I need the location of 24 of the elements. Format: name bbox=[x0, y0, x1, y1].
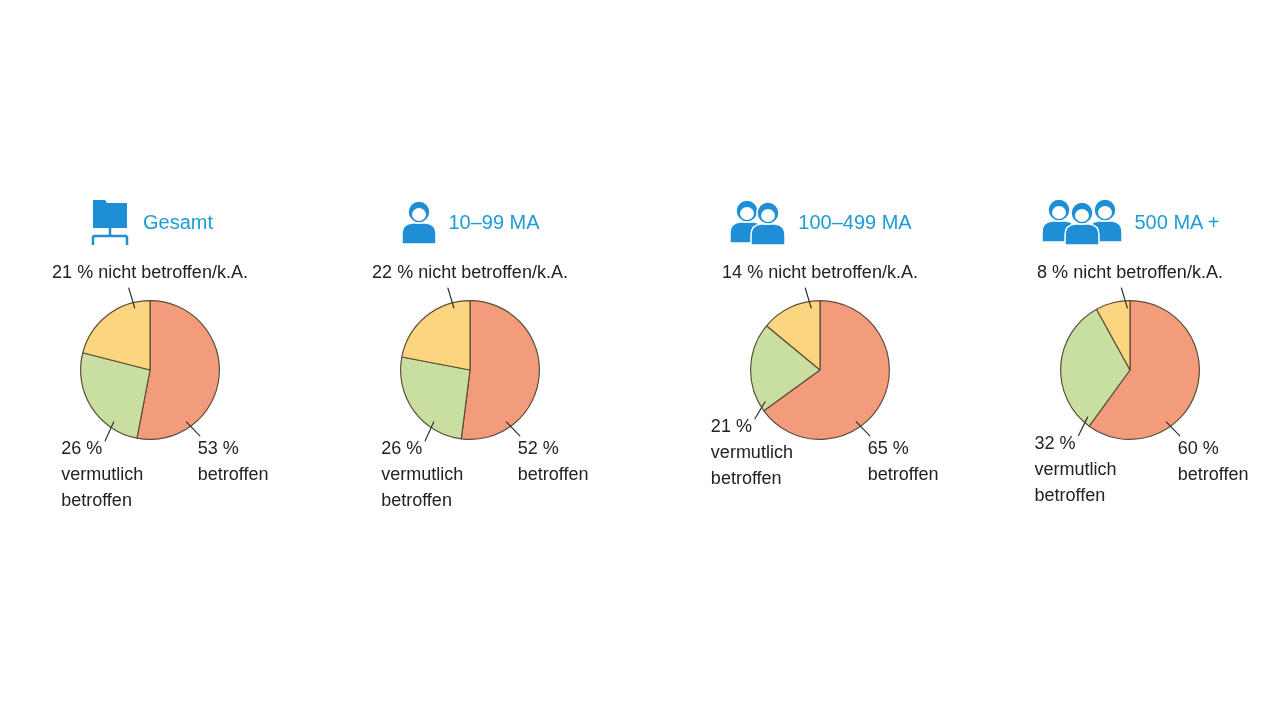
chart-title: 500 MA + bbox=[1134, 210, 1220, 234]
data-label: 21 % bbox=[710, 415, 752, 436]
data-label: 26 % bbox=[381, 437, 423, 458]
data-label: 32 % bbox=[1034, 432, 1076, 453]
slice-label: 8 % nicht betroffen/k.A. bbox=[1037, 262, 1223, 282]
slice-label: betroffen bbox=[867, 463, 939, 484]
chart-title: Gesamt bbox=[142, 210, 214, 234]
data-label: 26 % bbox=[61, 437, 103, 458]
slice-label: 14 % nicht betroffen/k.A. bbox=[722, 262, 918, 282]
slice-label: vermutlich betroffen bbox=[61, 463, 144, 510]
data-label: 52 % bbox=[517, 437, 559, 458]
slice-label: 21 % nicht betroffen/k.A. bbox=[52, 262, 248, 282]
chart-title: 10–99 MA bbox=[448, 210, 540, 234]
slice-label: vermutlich betroffen bbox=[1034, 458, 1117, 505]
slice-label: 22 % nicht betroffen/k.A. bbox=[372, 262, 568, 282]
slice-label: betroffen bbox=[1177, 463, 1249, 484]
slice-label: vermutlich betroffen bbox=[710, 441, 793, 488]
slice-label: betroffen bbox=[197, 463, 269, 484]
slice-label: betroffen bbox=[517, 463, 589, 484]
data-label: 65 % bbox=[867, 437, 909, 458]
chart-title: 100–499 MA bbox=[798, 210, 912, 234]
data-label: 53 % bbox=[197, 437, 239, 458]
slice-label: vermutlich betroffen bbox=[381, 463, 464, 510]
data-label: 60 % bbox=[1177, 437, 1219, 458]
